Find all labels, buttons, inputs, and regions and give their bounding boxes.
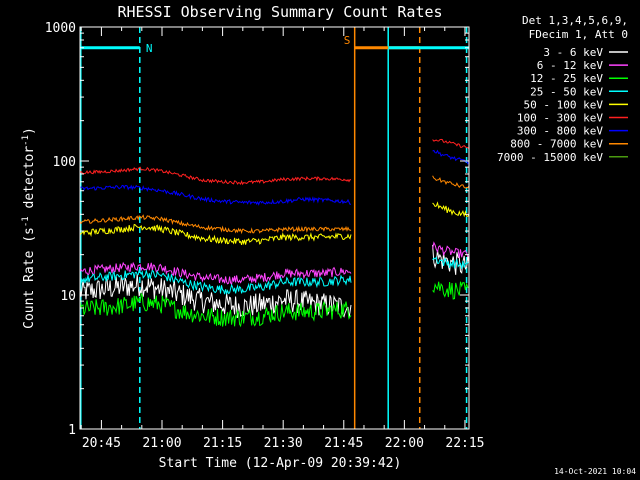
series-line bbox=[80, 268, 352, 296]
x-tick-label: 21:30 bbox=[264, 436, 303, 451]
series-line bbox=[432, 256, 469, 270]
legend-header-2: FDecim 1, Att 0 bbox=[529, 28, 628, 41]
series-line bbox=[432, 149, 469, 165]
x-tick-label: 21:15 bbox=[203, 436, 242, 451]
y-tick-label: 1 bbox=[68, 423, 76, 438]
series-line bbox=[432, 175, 469, 189]
y-tick-label: 1000 bbox=[45, 21, 76, 36]
series-line bbox=[432, 201, 469, 218]
y-tick-label: 10 bbox=[60, 289, 76, 304]
axis-ticks: 1 10 100 1000 20:45 21:00 21:15 21:30 21:45 22:00… bbox=[45, 21, 485, 451]
series-line bbox=[80, 223, 352, 246]
y-label-sup2: -1 bbox=[21, 135, 31, 146]
chart-title: RHESSI Observing Summary Count Rates bbox=[117, 3, 442, 21]
x-tick-label: 22:00 bbox=[385, 436, 424, 451]
series-line bbox=[432, 138, 469, 150]
state-label: N bbox=[146, 42, 153, 55]
x-tick-label: 21:00 bbox=[142, 436, 181, 451]
state-change-lines bbox=[80, 27, 468, 429]
x-tick-label: 20:45 bbox=[82, 436, 121, 451]
legend-label: 100 - 300 keV bbox=[517, 112, 603, 125]
series-line bbox=[80, 166, 352, 186]
y-axis-label: Count Rate (s-1 detector-1) bbox=[21, 127, 37, 329]
legend-label: 6 - 12 keV bbox=[537, 59, 604, 72]
legend-label: 300 - 800 keV bbox=[517, 125, 603, 138]
state-label: S bbox=[344, 34, 351, 47]
series-line bbox=[80, 292, 352, 328]
state-labels: NS bbox=[146, 34, 351, 55]
y-label-end: ) bbox=[22, 127, 37, 135]
series-line bbox=[432, 241, 469, 259]
y-label-sup1: -1 bbox=[21, 216, 31, 227]
legend-label: 800 - 7000 keV bbox=[510, 138, 603, 151]
legend-label: 3 - 6 keV bbox=[543, 46, 603, 59]
series-line bbox=[432, 281, 469, 300]
series-line bbox=[80, 261, 352, 286]
plot-frame bbox=[79, 26, 470, 430]
legend-label: 25 - 50 keV bbox=[530, 85, 603, 98]
footer-timestamp: 14-Oct-2021 10:04 bbox=[554, 467, 636, 476]
series-line bbox=[80, 274, 352, 319]
legend-label: 50 - 100 keV bbox=[524, 98, 604, 111]
legend-label: 12 - 25 keV bbox=[530, 72, 603, 85]
y-label-mid: detector bbox=[22, 146, 37, 217]
legend-header-1: Det 1,3,4,5,6,9, bbox=[522, 14, 628, 27]
x-tick-label: 21:45 bbox=[324, 436, 363, 451]
y-label-main: Count Rate (s bbox=[22, 227, 37, 329]
legend-label: 7000 - 15000 keV bbox=[497, 151, 603, 164]
series-lines bbox=[80, 138, 469, 328]
series-line bbox=[80, 214, 352, 235]
y-tick-label: 100 bbox=[53, 155, 76, 170]
x-axis-label: Start Time (12-Apr-09 20:39:42) bbox=[159, 456, 402, 471]
series-line bbox=[80, 184, 351, 206]
x-tick-label: 22:15 bbox=[445, 436, 484, 451]
